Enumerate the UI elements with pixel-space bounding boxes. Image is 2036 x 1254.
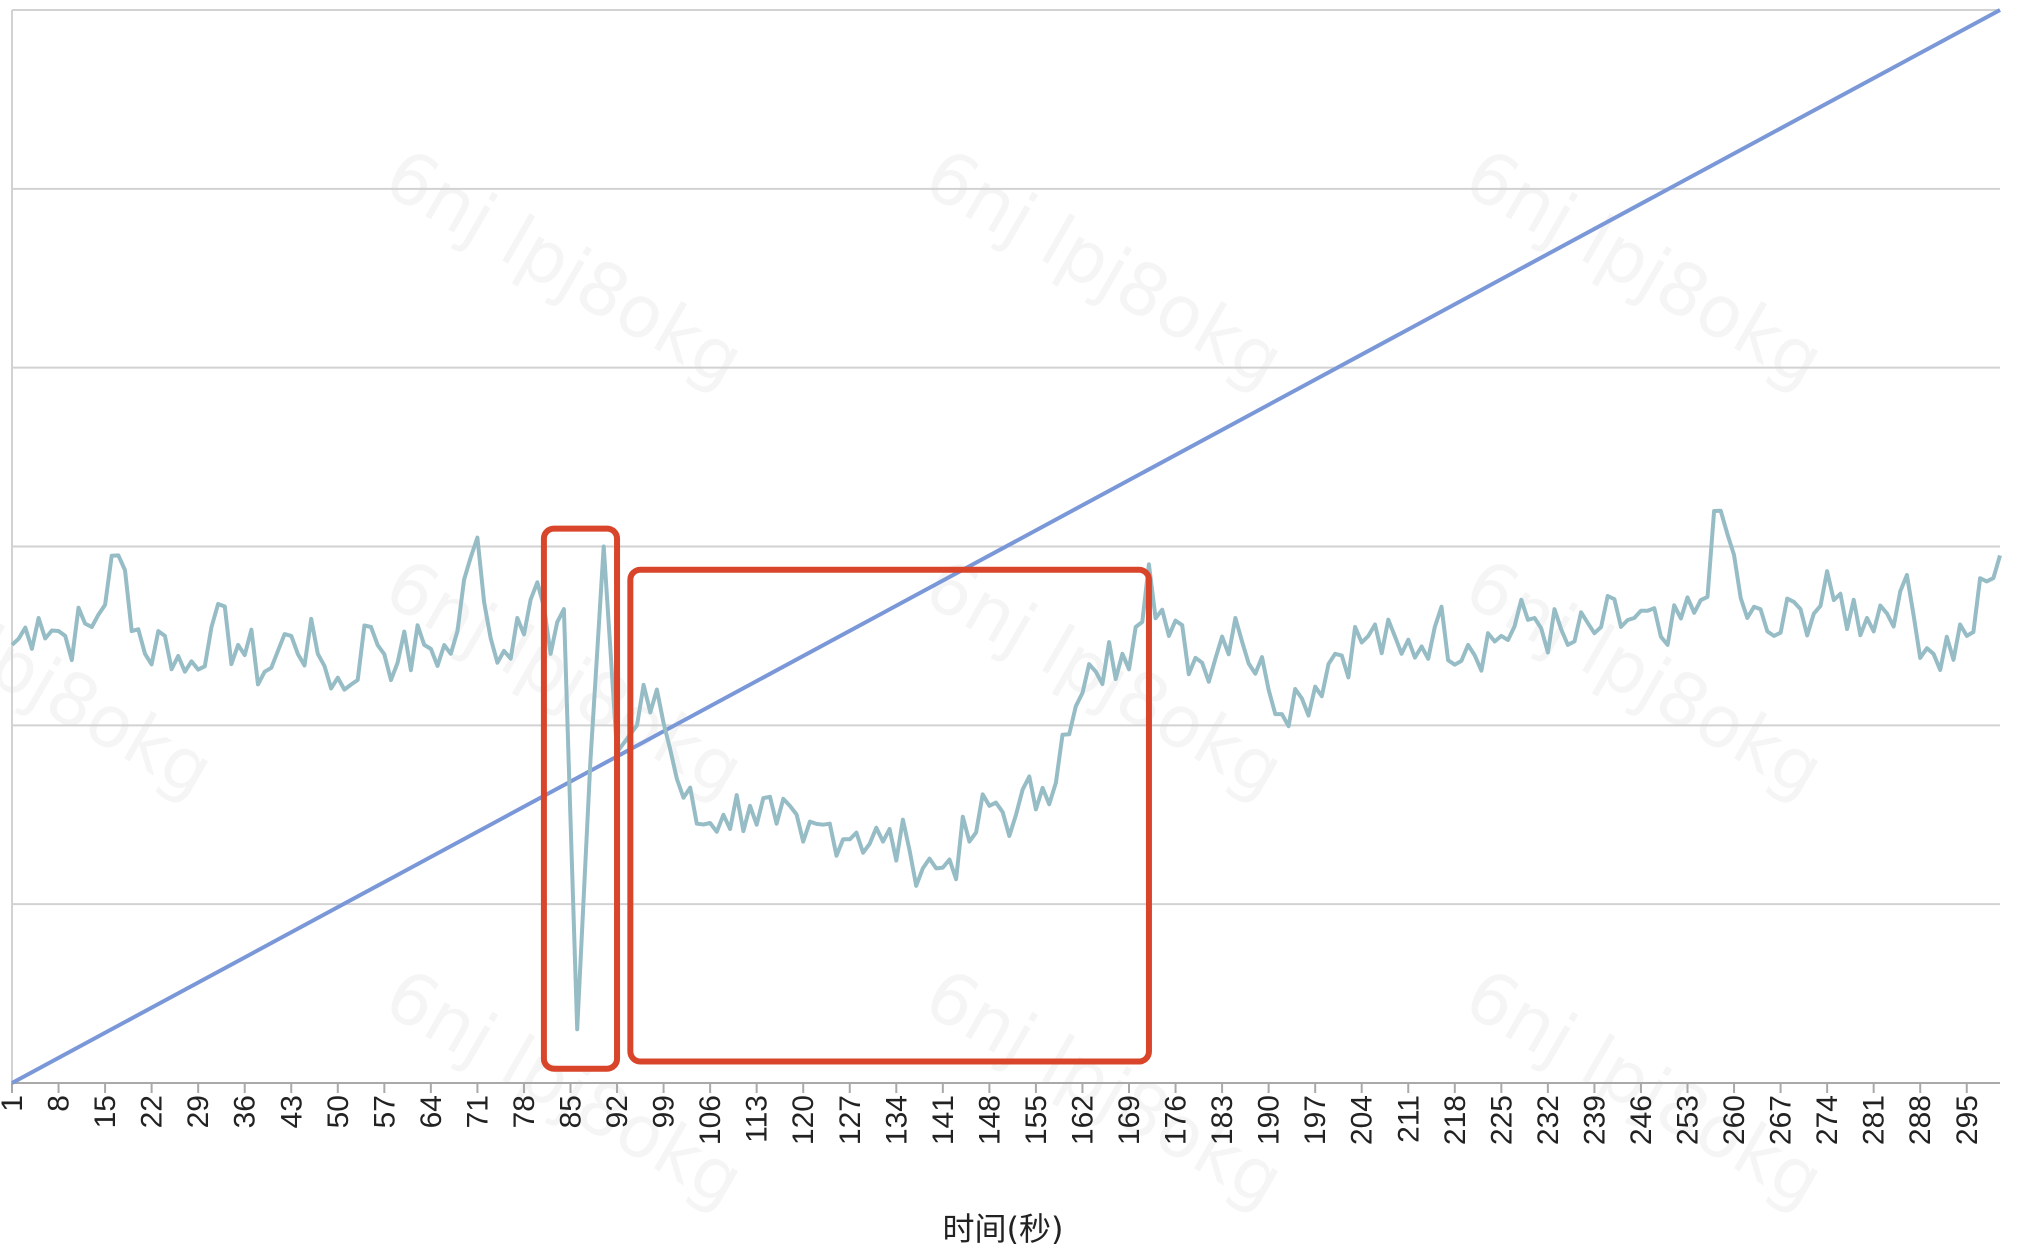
watermark-2: 6nj lpj8okg bbox=[1452, 132, 1838, 403]
x-tick-label-28: 197 bbox=[1299, 1095, 1332, 1145]
x-tick-label-31: 218 bbox=[1439, 1095, 1472, 1145]
x-tick-label-34: 239 bbox=[1578, 1095, 1611, 1145]
x-tick-label-11: 78 bbox=[508, 1095, 541, 1128]
x-tick-label-37: 260 bbox=[1718, 1095, 1751, 1145]
x-tick-label-1: 8 bbox=[43, 1095, 76, 1112]
x-tick-label-13: 92 bbox=[601, 1095, 634, 1128]
x-tick-label-15: 106 bbox=[694, 1095, 727, 1145]
x-tick-label-2: 15 bbox=[89, 1095, 122, 1128]
x-tick-label-26: 183 bbox=[1206, 1095, 1239, 1145]
x-tick-label-24: 169 bbox=[1113, 1095, 1146, 1145]
x-tick-label-0: 1 bbox=[0, 1095, 29, 1112]
x-tick-label-32: 225 bbox=[1485, 1095, 1518, 1145]
x-tick-label-30: 211 bbox=[1392, 1095, 1425, 1143]
x-tick-label-22: 155 bbox=[1020, 1095, 1053, 1145]
series-line-0 bbox=[11, 8, 2001, 1085]
x-tick-label-27: 190 bbox=[1253, 1095, 1286, 1145]
watermark-1: 6nj lpj8okg bbox=[912, 132, 1298, 403]
x-tick-label-17: 120 bbox=[787, 1095, 820, 1145]
x-tick-label-23: 162 bbox=[1066, 1095, 1099, 1145]
x-tick-label-41: 288 bbox=[1904, 1095, 1937, 1145]
watermark-8: 6nj lpj8okg bbox=[912, 952, 1298, 1223]
x-tick-label-6: 43 bbox=[275, 1095, 308, 1128]
x-tick-label-18: 127 bbox=[834, 1095, 867, 1145]
watermark-3: 6nj lpj8okg bbox=[0, 542, 228, 813]
x-tick-label-10: 71 bbox=[461, 1095, 494, 1128]
x-tick-label-21: 148 bbox=[973, 1095, 1006, 1145]
highlight-boxes bbox=[540, 525, 1152, 1072]
x-tick-label-5: 36 bbox=[229, 1095, 262, 1128]
x-tick-label-40: 281 bbox=[1858, 1095, 1891, 1145]
x-tick-label-38: 267 bbox=[1765, 1095, 1798, 1145]
x-tick-label-33: 232 bbox=[1532, 1095, 1565, 1145]
x-tick-label-4: 29 bbox=[182, 1095, 215, 1128]
watermark-7: 6nj lpj8okg bbox=[372, 952, 758, 1223]
x-tick-label-39: 274 bbox=[1811, 1095, 1844, 1145]
x-axis-title: 时间(秒) bbox=[943, 1210, 1064, 1248]
x-tick-label-42: 295 bbox=[1951, 1095, 1984, 1145]
x-tick-label-7: 50 bbox=[322, 1095, 355, 1128]
x-tick-label-14: 99 bbox=[648, 1095, 681, 1128]
highlight-box-1 bbox=[627, 566, 1152, 1065]
highlight-box-0 bbox=[540, 525, 621, 1072]
x-tick-label-8: 57 bbox=[368, 1095, 401, 1128]
x-tick-label-20: 141 bbox=[927, 1095, 960, 1145]
series-line-1 bbox=[10, 508, 2002, 1032]
x-tick-label-25: 176 bbox=[1160, 1095, 1193, 1145]
x-tick-label-35: 246 bbox=[1625, 1095, 1658, 1145]
x-tick-label-12: 85 bbox=[555, 1095, 588, 1128]
watermark-6: 6nj lpj8okg bbox=[1452, 542, 1838, 813]
x-tick-label-16: 113 bbox=[741, 1095, 774, 1143]
watermark-0: 6nj lpj8okg bbox=[372, 132, 758, 403]
x-tick-label-19: 134 bbox=[880, 1095, 913, 1145]
x-tick-label-3: 22 bbox=[136, 1095, 169, 1128]
x-tick-label-36: 253 bbox=[1672, 1095, 1705, 1145]
x-axis: 18 15 22 29 36 43 50 57 64 71 78 85 92 99 106 113 120 127… bbox=[0, 1083, 1984, 1145]
x-tick-label-29: 204 bbox=[1346, 1095, 1379, 1145]
x-tick-label-9: 64 bbox=[415, 1095, 448, 1128]
series-layer bbox=[10, 8, 2002, 1085]
